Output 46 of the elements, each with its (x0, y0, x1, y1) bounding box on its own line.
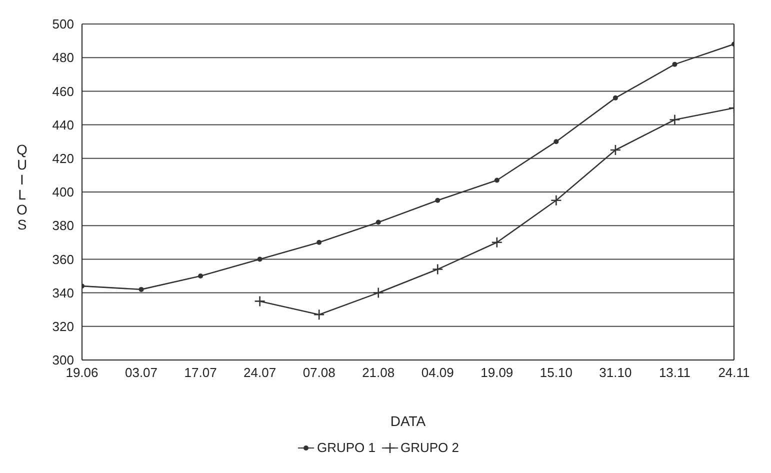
y-axis-title: QUILOS (16, 142, 28, 232)
point (138, 286, 144, 292)
x-tick-label: 19.09 (480, 365, 514, 380)
point (491, 236, 503, 248)
point (550, 194, 562, 206)
x-tick-label: 24.11 (718, 365, 750, 380)
legend-label: GRUPO 1 (316, 440, 376, 455)
y-tick-label: 480 (52, 50, 74, 66)
x-tick-label: 31.10 (599, 365, 632, 380)
y-tick-label: 420 (52, 151, 74, 166)
y-tick-label: 440 (52, 117, 74, 132)
x-axis-title: DATA (390, 413, 426, 429)
y-tick-label: 400 (52, 184, 74, 200)
x-tick-label: 21.08 (362, 365, 395, 380)
point (672, 62, 678, 67)
y-tick-label: 500 (52, 16, 74, 32)
y-tick-label: 460 (52, 84, 74, 99)
x-tick-label: 04.09 (421, 365, 454, 380)
point (257, 256, 262, 262)
x-tick-label: 15.10 (540, 365, 572, 380)
y-tick-label: 320 (52, 319, 74, 334)
legend-label: GRUPO 2 (400, 440, 460, 455)
x-tick-label: 03.07 (125, 365, 158, 380)
point (494, 178, 500, 183)
point (316, 240, 322, 245)
line-series (82, 42, 734, 292)
x-tick-label: 13.11 (658, 365, 691, 380)
x-tick-label: 24.07 (244, 365, 276, 380)
point (435, 198, 440, 203)
y-tick-label: 340 (52, 285, 74, 300)
point (372, 287, 384, 298)
point (198, 274, 204, 278)
point (554, 139, 559, 144)
point (669, 114, 680, 126)
point (610, 144, 622, 156)
point (612, 95, 618, 100)
y-tick-label: 360 (52, 252, 74, 267)
point (313, 308, 325, 320)
x-tick-label: 07.08 (302, 365, 336, 380)
point (376, 220, 381, 225)
point (432, 264, 444, 275)
x-tick-label: 19.06 (66, 365, 98, 380)
y-tick-label: 300 (52, 352, 74, 368)
point (254, 296, 266, 307)
y-tick-label: 380 (52, 218, 74, 234)
x-tick-label: 17.07 (184, 365, 217, 380)
